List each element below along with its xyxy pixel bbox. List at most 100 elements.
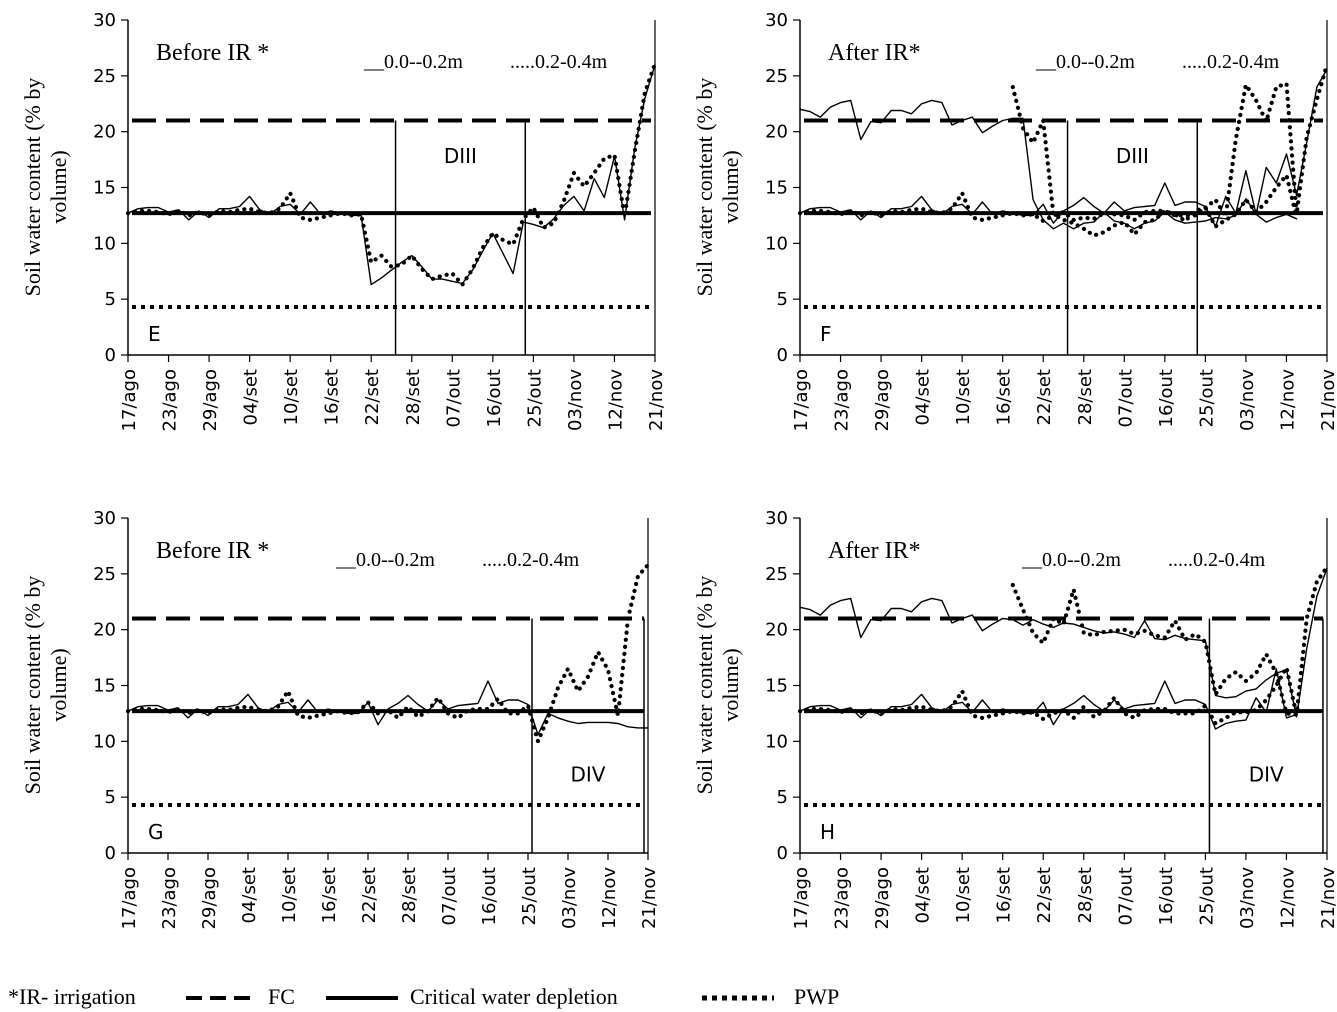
y-tick-label: 30	[93, 10, 116, 31]
y-tick-label: 30	[765, 508, 788, 529]
x-tick-label: 29/ago	[199, 867, 220, 929]
x-tick-label: 12/nov	[1277, 867, 1298, 929]
legend-entry-dotted: .....0.2-0.4m	[1168, 549, 1266, 571]
x-tick-label: 16/out	[1156, 867, 1177, 925]
y-tick-label: 0	[105, 843, 116, 864]
footer-legend: *IR- irrigation FC Critical water depletio…	[8, 984, 839, 1009]
x-tick-label: 10/set	[281, 369, 302, 425]
y-tick-label: 10	[765, 233, 788, 254]
chart-panel-g: 0 5 10 15 20 25 30 17/ago 23/ago 29/ago 04/set 10/s…	[20, 508, 660, 929]
x-tick-label: 16/out	[479, 867, 500, 925]
x-tick-label: 22/set	[362, 369, 383, 425]
y-tick-label: 5	[105, 289, 116, 310]
y-tick-label: 30	[93, 508, 116, 529]
panel-title: After IR*	[828, 538, 921, 564]
legend-entry-dotted: .....0.2-0.4m	[482, 549, 580, 571]
series-line	[799, 567, 1328, 718]
y-tick-label: 15	[93, 178, 116, 199]
x-tick-label: 25/out	[1196, 369, 1217, 427]
panel-title: Before IR *	[156, 40, 269, 66]
y-tick-label: 0	[777, 843, 788, 864]
y-tick-label: 25	[765, 66, 788, 87]
x-tick-label: 16/set	[319, 867, 340, 923]
y-tick-label: 15	[765, 178, 788, 199]
y-tick-label: 10	[93, 233, 116, 254]
y-tick-label: 30	[765, 10, 788, 31]
x-tick-label: 22/set	[359, 867, 380, 923]
region-label: DIII	[444, 144, 477, 168]
legend-entry-solid: __0.0--0.2m	[1021, 549, 1121, 571]
panel-letter: H	[820, 820, 835, 844]
x-tick-label: 03/nov	[559, 867, 580, 929]
y-tick-label: 25	[93, 564, 116, 585]
y-axis-label-line2: volume)	[718, 150, 743, 223]
legend-entry-solid: __0.0--0.2m	[1035, 51, 1135, 73]
x-tick-label: 25/out	[519, 867, 540, 925]
x-tick-label: 17/ago	[791, 867, 812, 929]
region-label: DIV	[571, 763, 606, 787]
x-tick-label: 04/set	[239, 867, 260, 923]
x-tick-label: 21/nov	[639, 867, 660, 929]
y-tick-label: 5	[777, 289, 788, 310]
y-tick-label: 5	[105, 787, 116, 808]
x-tick-label: 16/set	[994, 369, 1015, 425]
y-tick-label: 25	[765, 564, 788, 585]
x-tick-label: 29/ago	[200, 369, 221, 431]
x-tick-label: 29/ago	[872, 369, 893, 431]
y-tick-label: 0	[105, 345, 116, 366]
y-tick-label: 20	[93, 620, 116, 641]
y-tick-label: 15	[765, 676, 788, 697]
chart-panel-h: 0 5 10 15 20 25 30 17/ago 23/ago 29/ago 04/set 10/s…	[692, 508, 1337, 929]
x-tick-label: 03/nov	[1237, 867, 1258, 929]
y-axis-label-line1: Soil water content (% by	[692, 576, 717, 795]
x-tick-label: 07/out	[443, 369, 464, 427]
x-tick-label: 10/set	[953, 369, 974, 425]
legend-entry-dotted: .....0.2-0.4m	[1182, 51, 1280, 73]
x-tick-label: 25/out	[524, 369, 545, 427]
series-line	[125, 61, 658, 287]
x-tick-label: 23/ago	[832, 369, 853, 431]
x-tick-label: 16/set	[322, 369, 343, 425]
y-tick-label: 20	[765, 122, 788, 143]
x-tick-label: 28/set	[403, 369, 424, 425]
x-tick-label: 04/set	[241, 369, 262, 425]
y-tick-label: 20	[765, 620, 788, 641]
y-axis-label-line2: volume)	[46, 648, 71, 721]
legend-entry-dotted: .....0.2-0.4m	[510, 51, 608, 73]
y-tick-label: 20	[93, 122, 116, 143]
legend-entry-solid: __0.0--0.2m	[363, 51, 463, 73]
x-tick-label: 10/set	[953, 867, 974, 923]
y-tick-label: 10	[93, 731, 116, 752]
y-axis-label-line2: volume)	[718, 648, 743, 721]
panel-letter: F	[820, 322, 832, 346]
panel-title: Before IR *	[156, 538, 269, 564]
x-tick-label: 21/nov	[646, 369, 667, 431]
legend-label-critical: Critical water depletion	[410, 984, 618, 1009]
x-tick-label: 04/set	[913, 867, 934, 923]
y-axis-label-line2: volume)	[46, 150, 71, 223]
x-tick-label: 28/set	[1075, 369, 1096, 425]
x-tick-label: 22/set	[1034, 369, 1055, 425]
x-tick-label: 17/ago	[119, 369, 140, 431]
x-tick-label: 28/set	[1075, 867, 1096, 923]
footer-note: *IR- irrigation	[8, 984, 136, 1009]
y-tick-label: 5	[777, 787, 788, 808]
x-tick-label: 03/nov	[565, 369, 586, 431]
x-tick-label: 25/out	[1196, 867, 1217, 925]
y-axis-label-line1: Soil water content (% by	[20, 78, 45, 297]
panel-letter: E	[148, 322, 161, 346]
x-tick-label: 12/nov	[599, 867, 620, 929]
chart-panel-e: 0 5 10 15 20 25 30 17/ago 23/ago 29/ago 04/set 10/s…	[20, 10, 667, 431]
y-axis-label-line1: Soil water content (% by	[20, 576, 45, 795]
x-tick-label: 21/nov	[1318, 867, 1337, 929]
legend-entry-solid: __0.0--0.2m	[335, 549, 435, 571]
x-tick-label: 28/set	[399, 867, 420, 923]
series-line	[127, 63, 656, 286]
legend-label-fc: FC	[268, 984, 295, 1009]
x-tick-label: 23/ago	[832, 867, 853, 929]
x-tick-label: 10/set	[279, 867, 300, 923]
region-label: DIII	[1116, 144, 1149, 168]
series-line	[125, 562, 651, 744]
x-tick-label: 04/set	[913, 369, 934, 425]
